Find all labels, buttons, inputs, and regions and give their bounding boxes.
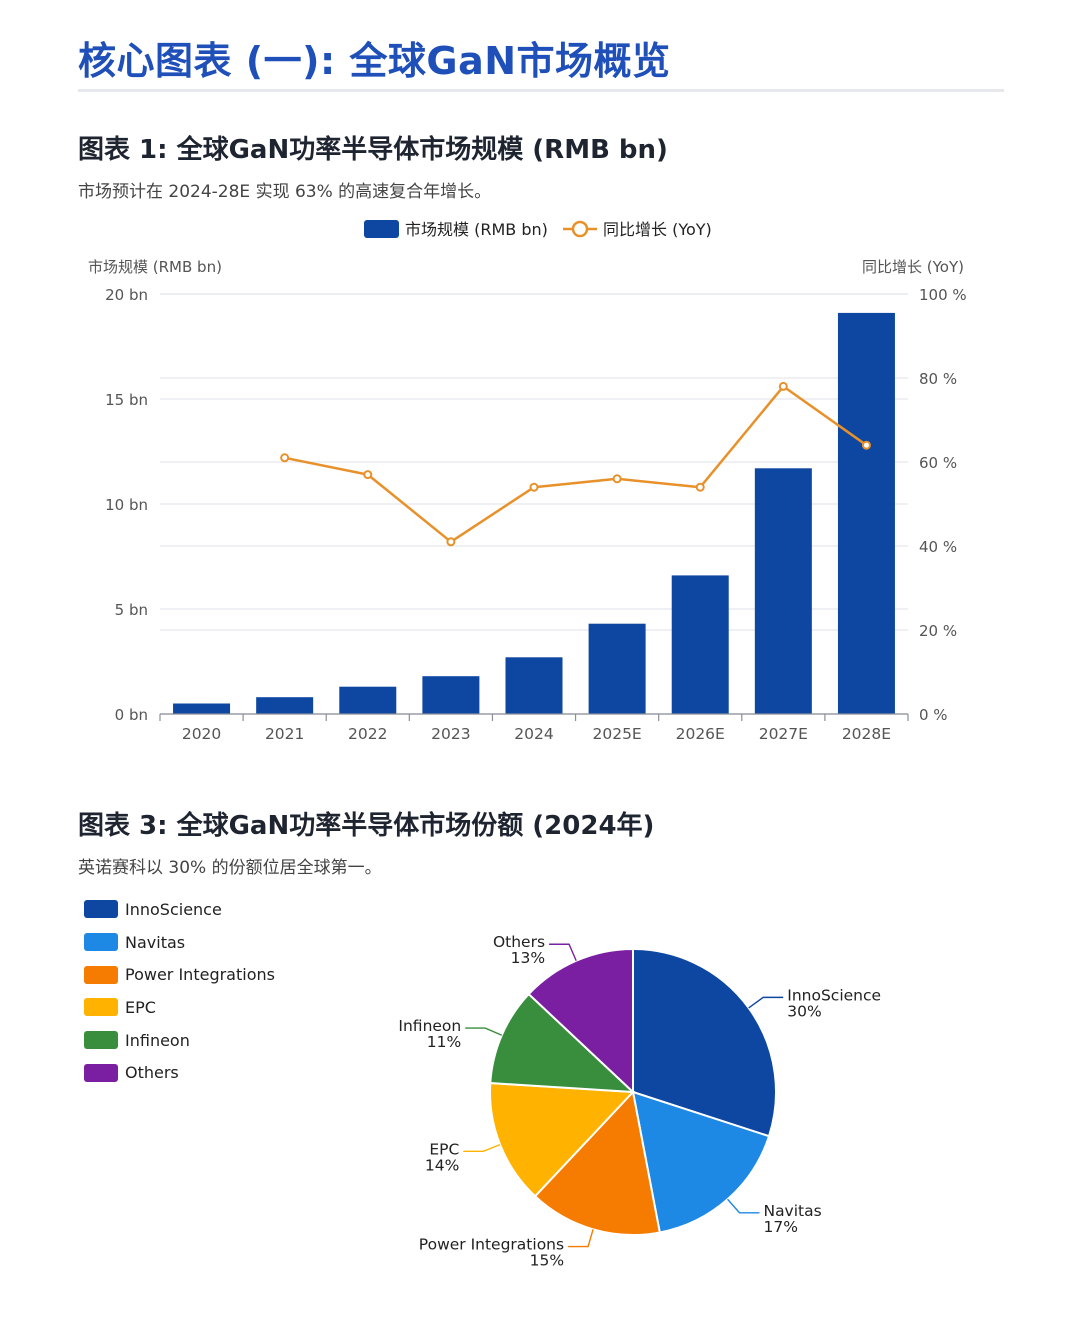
slice-label: Infineon [398, 1017, 461, 1035]
legend-label: Others [125, 1063, 179, 1083]
right-tick-label: 20 % [919, 622, 957, 640]
pie-slice-innoscience [632, 947, 777, 1138]
category-label: 2023 [431, 725, 470, 743]
legend-swatch [84, 998, 118, 1017]
pie-slice-infineon [489, 992, 636, 1094]
slice-percent: 11% [427, 1033, 461, 1051]
chart1-legend: 市场规模 (RMB bn) 同比增长 (YoY) [364, 220, 712, 239]
legend-label: EPC [125, 997, 156, 1017]
left-tick-label: 15 bn [105, 391, 148, 409]
title-divider [78, 89, 1004, 92]
slice-label: Power Integrations [419, 1236, 564, 1254]
pie-slice-power-integrations [533, 1089, 661, 1236]
bar-2023 [422, 676, 480, 714]
yoy-point [446, 537, 456, 547]
slice-label: InnoScience [787, 986, 881, 1004]
leader-line [727, 1198, 760, 1214]
category-label: 2020 [182, 725, 221, 743]
pie-slice-navitas [631, 1090, 771, 1234]
right-tick-label: 80 % [919, 370, 957, 388]
category-label: 2026E [676, 725, 725, 743]
legend-bar-swatch [364, 220, 399, 238]
slice-label: EPC [429, 1140, 459, 1158]
legend-swatch [84, 900, 118, 919]
legend-line-marker [571, 220, 589, 238]
left-tick-label: 20 bn [105, 286, 148, 304]
legend-item: Infineon [84, 1024, 275, 1057]
yoy-point [363, 470, 373, 480]
legend-label: Infineon [125, 1030, 190, 1050]
legend-item: Power Integrations [84, 958, 275, 991]
category-label: 2021 [265, 725, 304, 743]
leader-line [549, 943, 577, 962]
market-size-chart: 市场规模 (RMB bn) 同比增长 (YoY) 市场规模 (RMB bn) 同… [88, 220, 967, 743]
left-tick-label: 10 bn [105, 496, 148, 514]
category-label: 2024 [514, 725, 553, 743]
bar-2024 [505, 657, 563, 714]
slice-percent: 15% [530, 1252, 564, 1270]
chart1-title: 图表 1: 全球GaN功率半导体市场规模 (RMB bn) [78, 135, 668, 165]
bar-2027E [754, 468, 812, 714]
yoy-point [529, 482, 539, 492]
bar-2025E [588, 623, 646, 714]
yoy-point [612, 474, 622, 484]
slice-percent: 17% [763, 1218, 797, 1236]
category-label: 2025E [592, 725, 641, 743]
legend-swatch [84, 933, 118, 952]
leader-line [568, 1229, 594, 1248]
legend-swatch [84, 965, 118, 984]
left-tick-label: 5 bn [115, 601, 148, 619]
bar-2022 [339, 686, 397, 714]
left-tick-label: 0 bn [115, 706, 148, 724]
category-label: 2022 [348, 725, 387, 743]
chart2-legend: InnoScience Navitas Power Integrations EPC I… [84, 893, 275, 1089]
right-tick-label: 40 % [919, 538, 957, 556]
slice-percent: 30% [787, 1002, 821, 1020]
right-axis-title: 同比增长 (YoY) [862, 258, 964, 276]
slice-percent: 14% [425, 1156, 459, 1174]
legend-item: EPC [84, 991, 275, 1024]
chart2-subtitle: 英诺赛科以 30% 的份额位居全球第一。 [78, 858, 382, 878]
slice-label: Others [493, 933, 545, 951]
yoy-point [778, 381, 788, 391]
right-tick-label: 100 % [919, 286, 967, 304]
legend-item: Navitas [84, 926, 275, 959]
slice-label: Navitas [763, 1202, 821, 1220]
bar-2020 [173, 703, 231, 714]
page-title: 核心图表 (一): 全球GaN市场概览 [78, 39, 671, 83]
yoy-point [280, 453, 290, 463]
chart2-title: 图表 3: 全球GaN功率半导体市场份额 (2024年) [78, 811, 655, 841]
category-label: 2027E [759, 725, 808, 743]
bar-2028E [837, 312, 895, 714]
legend-label: Power Integrations [125, 965, 275, 985]
pie-slice-others [527, 947, 634, 1095]
legend-item: InnoScience [84, 893, 275, 926]
right-tick-label: 60 % [919, 454, 957, 472]
chart1-subtitle: 市场预计在 2024-28E 实现 63% 的高速复合年增长。 [78, 182, 492, 202]
left-axis-title: 市场规模 (RMB bn) [88, 258, 222, 276]
pie-slice-epc [489, 1081, 636, 1198]
leader-line [463, 1143, 501, 1152]
legend-swatch [84, 1063, 118, 1082]
legend-line-label: 同比增长 (YoY) [603, 220, 712, 239]
yoy-point [861, 440, 871, 450]
legend-label: Navitas [125, 932, 186, 952]
legend-swatch [84, 1031, 118, 1050]
leader-line [748, 996, 784, 1009]
yoy-line [284, 385, 868, 544]
right-tick-label: 0 % [919, 706, 948, 724]
bar-2026E [671, 575, 729, 714]
legend-bar-label: 市场规模 (RMB bn) [405, 220, 548, 239]
category-label: 2028E [842, 725, 891, 743]
slice-percent: 13% [511, 949, 545, 967]
yoy-point [695, 482, 705, 492]
legend-label: InnoScience [125, 899, 222, 919]
bar-2021 [256, 697, 314, 714]
legend-item: Others [84, 1056, 275, 1089]
leader-line [465, 1027, 503, 1036]
